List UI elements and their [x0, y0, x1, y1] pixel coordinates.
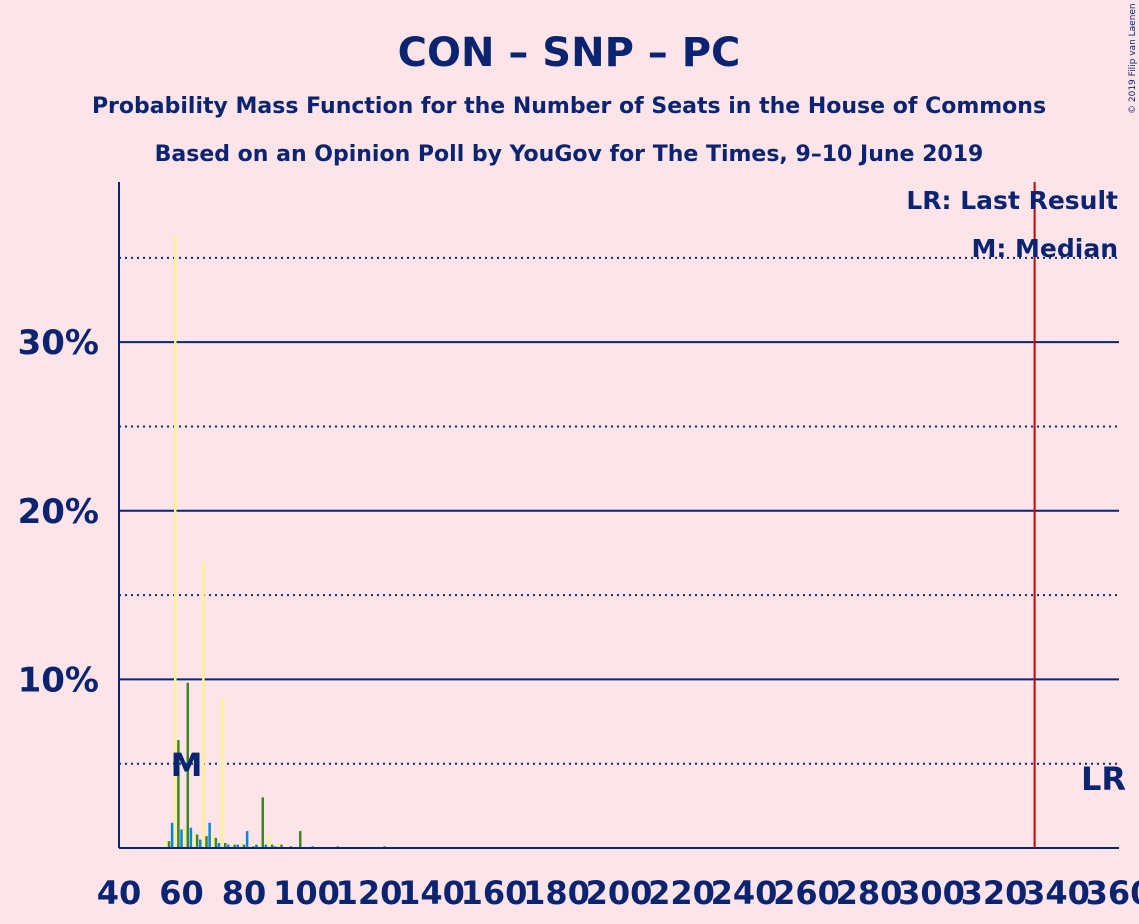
last-result-marker: LR — [1081, 760, 1126, 798]
bar-seats-72 — [217, 842, 221, 848]
bar-seats-68 — [205, 836, 208, 848]
bar-seats-89 — [270, 844, 274, 848]
bar-seats-78 — [236, 844, 239, 848]
bar-seats-58 — [174, 234, 177, 848]
bar-seats-64 — [192, 834, 196, 848]
bar-seats-61 — [183, 827, 186, 848]
legend-last-result: LR: Last Result — [906, 186, 1118, 215]
bar-seats-60 — [180, 829, 183, 848]
bar-seats-80 — [242, 844, 246, 848]
bar-seats-67 — [202, 561, 205, 848]
y-tick-label: 30% — [18, 323, 99, 363]
x-tick-label: 280 — [836, 874, 903, 912]
bar-seats-92 — [280, 844, 283, 848]
x-tick-label: 260 — [773, 874, 840, 912]
y-tick-label: 10% — [18, 660, 99, 700]
bar-seats-57 — [170, 822, 174, 848]
bar-seats-84 — [255, 844, 258, 848]
x-tick-label: 60 — [159, 874, 204, 912]
x-tick-label: 180 — [523, 874, 590, 912]
gridlines — [119, 256, 1119, 765]
legend-median: M: Median — [971, 234, 1118, 263]
chart-subtitle-1: Probability Mass Function for the Number… — [92, 94, 1046, 119]
bars — [164, 234, 386, 848]
x-tick-label: 40 — [97, 874, 142, 912]
bar-seats-70 — [211, 832, 214, 848]
bar-seats-75 — [227, 844, 230, 848]
x-tick-label: 360 — [1086, 874, 1139, 912]
bar-seats-85 — [258, 842, 261, 848]
x-tick-label: 220 — [648, 874, 715, 912]
bar-seats-87 — [264, 844, 268, 848]
bar-seats-73 — [220, 697, 224, 848]
x-tick-label: 340 — [1023, 874, 1090, 912]
y-tick-label: 20% — [18, 492, 99, 532]
bar-seats-66 — [199, 839, 202, 848]
x-tick-label: 120 — [336, 874, 403, 912]
bar-seats-79 — [239, 842, 243, 848]
x-tick-labels: 40 60 80 1001201401601802002202402602803003… — [97, 874, 1139, 912]
x-tick-label: 100 — [273, 874, 340, 912]
x-tick-label: 80 — [222, 874, 267, 912]
copyright-notice: © 2019 Filip van Laenen — [1128, 3, 1138, 114]
bar-seats-81 — [245, 831, 249, 848]
bar-seats-91 — [277, 842, 280, 848]
bar-seats-74 — [224, 842, 227, 848]
x-tick-label: 300 — [898, 874, 965, 912]
x-tick-label: 160 — [461, 874, 528, 912]
bar-seats-65 — [195, 834, 199, 848]
chart-subtitle-2: Based on an Opinion Poll by YouGov for T… — [155, 142, 984, 167]
median-marker: M — [171, 746, 203, 784]
bar-seats-98 — [299, 831, 302, 848]
bar-seats-69 — [208, 822, 211, 848]
bar-seats-82 — [249, 844, 252, 848]
bar-seats-56 — [167, 841, 171, 848]
x-tick-label: 200 — [586, 874, 653, 912]
bar-seats-88 — [267, 834, 271, 848]
bar-seats-77 — [233, 844, 236, 848]
bar-seats-71 — [214, 837, 218, 848]
x-tick-label: 240 — [711, 874, 778, 912]
bar-seats-76 — [230, 844, 233, 848]
bar-seats-62 — [186, 682, 189, 848]
x-tick-label: 320 — [961, 874, 1028, 912]
bar-seats-86 — [261, 797, 264, 848]
bar-seats-63 — [189, 827, 193, 848]
chart-title: CON – SNP – PC — [398, 30, 741, 76]
bar-seats-59 — [177, 740, 180, 848]
bar-seats-55 — [164, 841, 168, 848]
y-tick-labels: 10% 20% 30% — [18, 323, 99, 700]
x-tick-label: 140 — [398, 874, 465, 912]
